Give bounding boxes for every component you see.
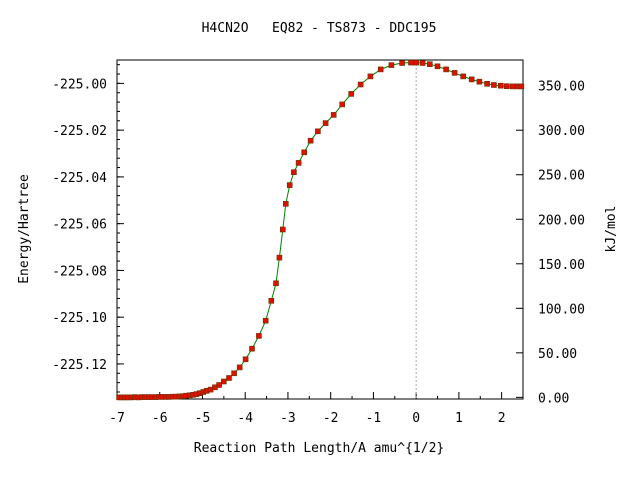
data-point	[286, 182, 293, 188]
right-tick-label: 150.00	[538, 258, 585, 273]
left-tick-label: -225.06	[52, 218, 107, 233]
data-point	[231, 370, 237, 377]
data-point	[216, 382, 222, 388]
data-point	[408, 59, 414, 66]
right-tick-label: 250.00	[538, 169, 585, 184]
y-axis-label-right: kJ/mol	[604, 206, 619, 253]
data-point	[419, 60, 426, 66]
data-point	[262, 317, 269, 324]
data-point	[221, 378, 227, 385]
data-point	[388, 62, 395, 68]
left-tick-label: -225.00	[52, 77, 107, 92]
right-tick-label: 0.00	[538, 391, 569, 406]
data-point	[484, 81, 490, 87]
right-tick-label: 100.00	[538, 302, 585, 317]
data-point	[291, 169, 297, 175]
data-point	[279, 226, 286, 233]
x-tick-label: -1	[366, 411, 382, 426]
data-point	[282, 201, 289, 207]
data-point	[413, 59, 420, 66]
data-point	[357, 81, 364, 88]
right-tick-label: 300.00	[538, 124, 585, 139]
data-point	[460, 73, 467, 80]
data-point	[295, 160, 302, 166]
data-point	[249, 345, 255, 352]
data-point	[503, 83, 510, 89]
x-tick-label: -3	[280, 411, 296, 426]
right-tick-label: 350.00	[538, 80, 585, 95]
x-tick-label: -2	[323, 411, 339, 426]
data-point	[434, 63, 441, 70]
data-point	[315, 128, 321, 135]
data-point	[367, 73, 374, 80]
data-point	[509, 83, 516, 90]
x-tick-label: -6	[152, 411, 168, 426]
data-point	[518, 83, 525, 90]
data-point	[301, 149, 308, 156]
data-point	[339, 101, 346, 108]
x-tick-label: 0	[412, 411, 420, 426]
left-tick-label: -225.12	[52, 358, 107, 373]
series-line	[119, 62, 522, 398]
chart-title: H4CN2O EQ82 - TS873 - DDC195	[202, 21, 437, 36]
data-point	[377, 66, 384, 73]
data-point	[276, 254, 283, 261]
right-axis: 0.00 50.00 100.00 150.00 200.00 250.00 300.00 3…	[516, 80, 585, 406]
data-point	[268, 297, 275, 304]
data-point	[236, 364, 243, 371]
x-tick-label: 2	[498, 411, 506, 426]
data-point	[468, 76, 475, 83]
left-axis: -225.00 -225.02 -225.04 -225.06 -225.08 -225.…	[52, 64, 124, 393]
data-point	[242, 356, 249, 363]
right-tick-label: 50.00	[538, 347, 577, 362]
data-point	[399, 60, 405, 66]
data-point	[426, 61, 433, 68]
data-point	[256, 333, 262, 339]
left-tick-label: -225.02	[52, 124, 107, 139]
x-axis-label: Reaction Path Length/A amu^{1/2}	[194, 441, 444, 456]
data-points	[116, 59, 525, 401]
x-tick-label: -4	[237, 411, 253, 426]
plot-frame	[116, 59, 524, 400]
data-point	[476, 78, 483, 85]
data-point	[443, 66, 449, 73]
data-point	[322, 120, 329, 126]
data-point	[273, 280, 279, 287]
data-point	[307, 137, 314, 144]
left-tick-label: -225.10	[52, 311, 107, 326]
data-point	[226, 375, 232, 381]
x-tick-label: -5	[195, 411, 211, 426]
left-tick-label: -225.04	[52, 171, 107, 186]
data-point	[451, 70, 458, 76]
data-point	[348, 91, 355, 97]
right-tick-label: 200.00	[538, 213, 585, 228]
x-tick-label: 1	[455, 411, 463, 426]
data-point	[491, 82, 497, 88]
data-point	[330, 112, 337, 118]
left-tick-label: -225.08	[52, 264, 107, 279]
y-axis-label-left: Energy/Hartree	[17, 174, 32, 284]
data-point	[497, 82, 504, 89]
x-tick-label: -7	[109, 411, 125, 426]
